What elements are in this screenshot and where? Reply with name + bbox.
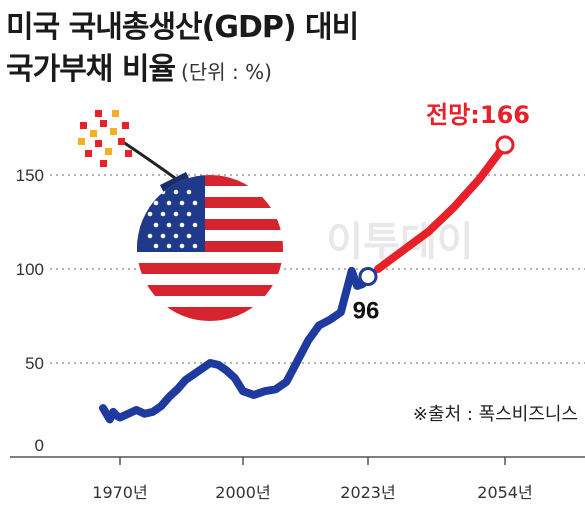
x-axis-ticks: 1970년 2000년 2023년 2054년 xyxy=(92,457,533,502)
data-labels: 96 전망:166 xyxy=(353,101,530,325)
x-tick-label: 2054년 xyxy=(477,483,532,502)
chart-title-line1: 미국 국내총생산(GDP) 대비 xyxy=(6,10,359,45)
forecast-line xyxy=(374,140,509,273)
historical-endpoint xyxy=(358,267,378,287)
unit-label: (단위 : %) xyxy=(181,60,272,84)
series-lines xyxy=(99,140,509,424)
forecast-value-label: 전망:166 xyxy=(426,101,530,129)
y-axis-ticks: 0 50 100 150 xyxy=(16,166,44,455)
chart-title-line2: 국가부채 비율 (단위 : %) xyxy=(6,44,272,88)
x-tick-label: 2000년 xyxy=(215,483,270,502)
y-tick-label: 50 xyxy=(25,354,44,373)
watermark: 이투데이 xyxy=(326,219,473,265)
y-tick-label: 100 xyxy=(16,260,44,279)
grid-lines xyxy=(10,174,585,458)
historical-line xyxy=(99,266,372,424)
y-tick-label: 0 xyxy=(35,436,44,455)
x-tick-label: 1970년 xyxy=(92,483,147,502)
x-tick-label: 2023년 xyxy=(340,483,395,502)
chart-title-line2-text: 국가부채 비율 xyxy=(6,52,176,87)
y-tick-label: 150 xyxy=(16,166,44,185)
series-endpoints xyxy=(358,135,515,287)
fuse-spark-icon xyxy=(78,110,132,167)
historical-value-label: 96 xyxy=(353,298,380,325)
source-note: ※출처 : 폭스비즈니스 xyxy=(413,404,578,425)
flag-bomb-icon xyxy=(78,110,283,321)
forecast-endpoint xyxy=(495,135,515,155)
